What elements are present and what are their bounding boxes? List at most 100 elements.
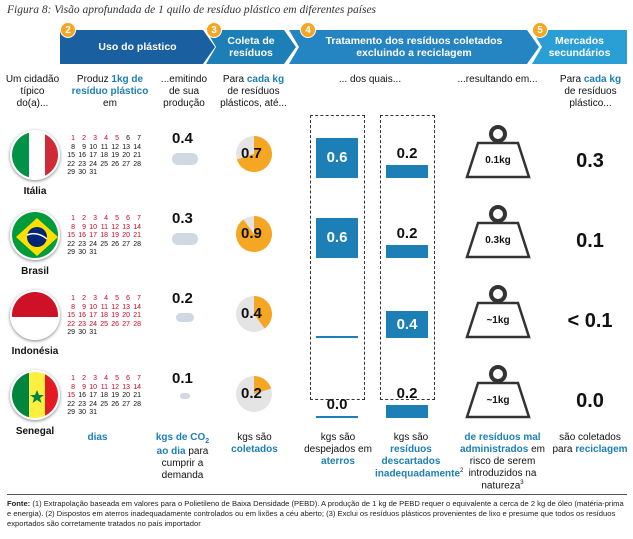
country-name: Itália <box>23 186 47 197</box>
calendar-day <box>130 169 141 178</box>
calendar-day: 12 <box>111 303 119 311</box>
col-head-citizen: Um cidadão típico do(a)... <box>5 74 60 109</box>
footer-collected: kgs são coletados <box>231 432 278 455</box>
calendar-day: 23 <box>78 240 86 248</box>
flag-italy <box>10 130 60 180</box>
calendar-day: 2 <box>82 135 86 142</box>
calendar-day <box>108 169 119 178</box>
collected-value: 0.9 <box>241 225 262 242</box>
calendar-day: 6 <box>126 135 130 142</box>
nature-value: 0.1kg <box>485 155 511 166</box>
landfill-value: 0.6 <box>326 149 348 166</box>
weight-icon <box>463 285 533 345</box>
step-secondary-arrow: Mercados secundários <box>532 30 627 64</box>
flag-senegal <box>10 370 60 420</box>
calendar-day <box>108 409 119 418</box>
calendar-day: 20 <box>122 392 130 400</box>
calendar-day: 1 <box>71 135 75 142</box>
calendar-day <box>119 249 130 258</box>
calendar-day <box>119 169 130 178</box>
calendar-day: 27 <box>122 320 130 328</box>
calendar-day: 20 <box>122 232 130 240</box>
calendar-day: 18 <box>100 392 108 400</box>
calendar-day: 17 <box>89 152 97 160</box>
calendar-day: 27 <box>122 240 130 248</box>
calendar-day: 22 <box>67 320 75 328</box>
calendar-day: 1 <box>71 215 75 222</box>
calendar-day: 4 <box>104 215 108 222</box>
landfill-bar <box>316 416 358 418</box>
calendar-day <box>97 249 108 258</box>
calendar-icon: 1 2 3 4 5 6 7 8 9 10 11 12 13 14 15 16 17 18 19 20 21 22 23 24 2… <box>64 215 141 258</box>
step-2-badge: 2 <box>60 22 76 38</box>
calendar-day: 27 <box>122 160 130 168</box>
step-5-badge: 5 <box>532 22 548 38</box>
calendar-day: 21 <box>133 392 141 400</box>
weight-icon <box>463 125 533 185</box>
calendar-day: 8 <box>71 143 75 151</box>
col-head-produces: Produz 1kg de resíduo plástico em <box>71 74 149 109</box>
calendar-day <box>97 169 108 178</box>
calendar-day: 3 <box>93 375 97 382</box>
calendar-day: 8 <box>71 383 75 391</box>
calendar-day: 29 <box>67 169 75 177</box>
collected-value: 0.4 <box>241 305 262 322</box>
calendar-day <box>119 409 130 418</box>
calendar-day: 11 <box>100 383 108 391</box>
calendar-day: 14 <box>133 223 141 231</box>
footer-co2: kgs de CO2 ao dia para cumprir a demanda <box>155 432 210 482</box>
calendar-day: 13 <box>122 303 130 311</box>
landfill-value: 0.0 <box>326 396 348 413</box>
calendar-day: 26 <box>111 320 119 328</box>
calendar-day: 24 <box>89 320 97 328</box>
nature-value: ~1kg <box>486 395 510 406</box>
calendar-day: 1 <box>71 295 75 302</box>
col-head-collects: Para cada kg de resíduos plásticos, até.… <box>220 74 287 109</box>
calendar-day: 11 <box>100 223 108 231</box>
calendar-day: 5 <box>115 215 119 222</box>
step-3-badge: 3 <box>206 22 222 38</box>
calendar-day: 9 <box>82 383 86 391</box>
weight-icon <box>463 365 533 425</box>
calendar-day: 9 <box>82 143 86 151</box>
calendar-day: 16 <box>78 152 86 160</box>
footer-landfill: kgs são despejados em aterros <box>304 432 372 467</box>
calendar-day <box>130 329 141 338</box>
calendar-day: 19 <box>111 232 119 240</box>
calendar-day: 30 <box>78 409 86 417</box>
calendar-day: 10 <box>89 223 97 231</box>
col-head-of-which: ... dos quais... <box>338 74 402 85</box>
calendar-day <box>108 249 119 258</box>
calendar-day: 23 <box>78 320 86 328</box>
nature-value: ~1kg <box>486 315 510 326</box>
footer-recycled: são coletados para reciclagem <box>552 432 628 455</box>
calendar-day: 10 <box>89 303 97 311</box>
calendar-day: 4 <box>104 375 108 382</box>
calendar-day: 7 <box>137 215 141 222</box>
footnotes: Fonte: (1) Extrapolação baseada em valor… <box>7 499 624 528</box>
calendar-day: 19 <box>111 392 119 400</box>
calendar-day: 15 <box>67 392 75 400</box>
calendar-day: 3 <box>93 215 97 222</box>
col-head-secondary: Para cada kg de resíduos plástico... <box>559 74 622 109</box>
mismanaged-bar <box>386 311 428 338</box>
step-use-label: Uso do plástico <box>98 40 177 53</box>
footer-nature: de resíduos mal administrados em risco d… <box>459 432 546 492</box>
calendar-day: 17 <box>89 312 97 320</box>
calendar-day: 28 <box>133 400 141 408</box>
calendar-day: 10 <box>89 383 97 391</box>
calendar-day: 9 <box>82 223 86 231</box>
calendar-day: 22 <box>67 400 75 408</box>
recycled-value: 0.3 <box>576 150 604 172</box>
calendar-day: 23 <box>78 400 86 408</box>
step-treatment-label: Tratamento dos resíduos coletados exclui… <box>325 34 503 59</box>
calendar-day: 2 <box>82 295 86 302</box>
calendar-day: 31 <box>89 409 97 417</box>
country-name: Indonésia <box>11 346 59 357</box>
calendar-day: 28 <box>133 160 141 168</box>
footnote-rule <box>7 494 627 495</box>
cloud-icon <box>180 393 190 399</box>
calendar-day: 20 <box>122 312 130 320</box>
calendar-day: 29 <box>67 249 75 257</box>
recycled-value: 0.0 <box>576 390 604 412</box>
